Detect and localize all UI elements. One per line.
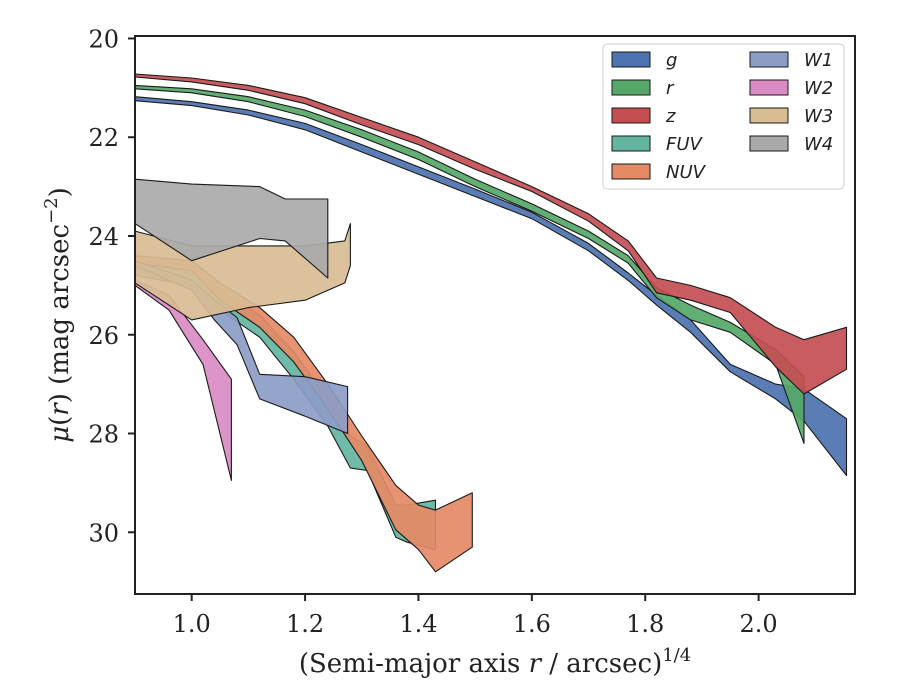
- legend-item-z: z: [611, 106, 676, 127]
- legend-item-w2: W2: [749, 78, 833, 99]
- legend-swatch: [749, 51, 789, 68]
- legend-label: NUV: [666, 162, 707, 183]
- plot-frame: [134, 35, 856, 595]
- series-area-nuv: [134, 255, 473, 573]
- legend-item-fuv: FUV: [611, 134, 704, 155]
- legend: grz FUV NUV W1 W2 W3 W4: [602, 43, 845, 190]
- y-tick-label: 28: [88, 421, 119, 449]
- legend-item-g: g: [611, 50, 677, 71]
- legend-swatch: [749, 107, 789, 124]
- x-axis-label: (Semi-major axis r / arcsec)1/4: [299, 645, 691, 679]
- y-tick-label: 24: [88, 223, 119, 251]
- legend-item-nuv: NUV: [611, 162, 707, 183]
- legend-label: r: [666, 78, 675, 99]
- legend-item-r: r: [611, 78, 675, 99]
- legend-label: W4: [804, 134, 833, 155]
- y-tick-label: 26: [88, 322, 119, 350]
- legend-label: W3: [804, 106, 833, 127]
- y-tick-label: 20: [88, 25, 119, 53]
- y-axis-label: μ(r) (mag arcsec−2): [41, 187, 75, 443]
- legend-swatch: [611, 51, 651, 68]
- legend-item-w1: W1: [749, 50, 833, 71]
- legend-swatch: [611, 135, 651, 152]
- legend-swatch: [611, 163, 651, 180]
- x-tick-label: 2.0: [740, 610, 778, 638]
- series-area-g: [134, 96, 848, 477]
- legend-item-w3: W3: [749, 106, 833, 127]
- series-area-w4: [134, 178, 329, 279]
- legend-label: z: [665, 106, 676, 127]
- y-tick-label: 30: [88, 519, 119, 547]
- legend-swatch: [749, 135, 789, 152]
- x-tick-label: 1.4: [399, 610, 437, 638]
- x-tick-label: 1.0: [173, 610, 211, 638]
- series-area-r: [134, 84, 805, 444]
- legend-label: g: [666, 50, 677, 71]
- x-tick-label: 1.8: [626, 610, 664, 638]
- legend-label: FUV: [666, 134, 704, 155]
- legend-label: W2: [804, 78, 833, 99]
- legend-swatch: [611, 107, 651, 124]
- series-area-z: [134, 73, 848, 395]
- x-axis-ticks: 1.0 1.2 1.4 1.6 1.8 2.0: [173, 594, 778, 638]
- x-tick-label: 1.6: [513, 610, 551, 638]
- y-axis-ticks: 20 22 24 26 28 30: [88, 25, 135, 547]
- series-areas: [134, 73, 848, 573]
- legend-label: W1: [804, 50, 833, 71]
- legend-swatch: [749, 79, 789, 96]
- y-tick-label: 22: [88, 124, 119, 152]
- legend-swatch: [611, 79, 651, 96]
- legend-item-w4: W4: [749, 134, 833, 155]
- x-tick-label: 1.2: [286, 610, 324, 638]
